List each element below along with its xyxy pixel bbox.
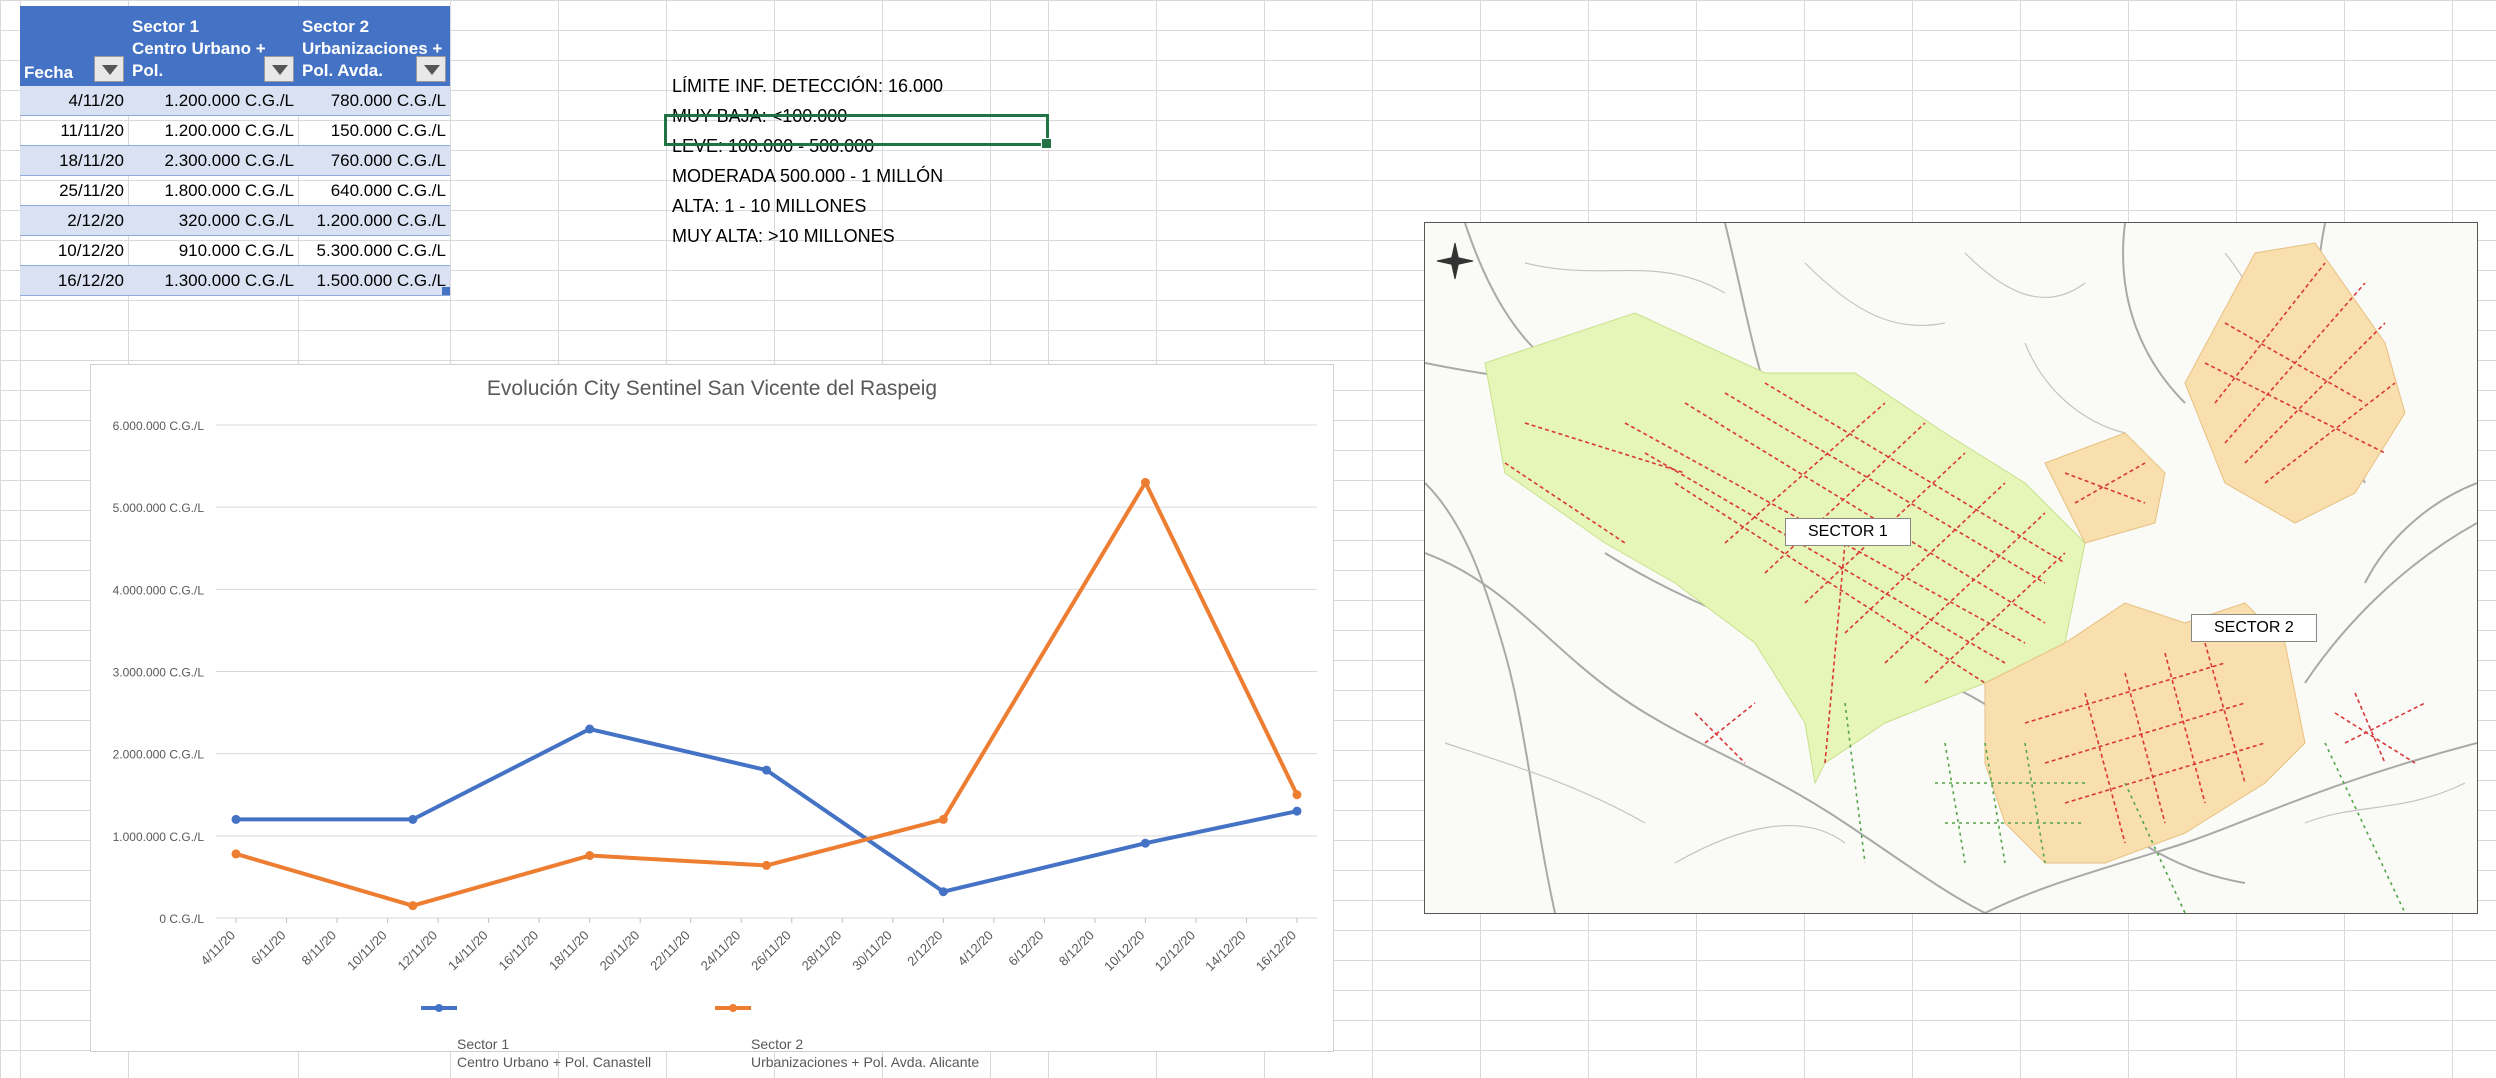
level-text[interactable]: MODERADA 500.000 - 1 MILLÓN: [672, 166, 944, 186]
data-point: [408, 901, 418, 911]
table-header: Fecha Sector 1 Centro Urbano + Pol. Cana…: [20, 6, 450, 86]
x-tick-label: 16/11/20: [496, 928, 542, 974]
table-cell-s1[interactable]: 910.000 C.G./L: [178, 241, 294, 260]
y-tick-label: 6.000.000 C.G./L: [113, 419, 205, 433]
table-row[interactable]: 25/11/20 1.800.000 C.G./L 640.000 C.G./L: [20, 176, 450, 206]
map-drawing: [1425, 223, 2477, 913]
x-tick-label: 8/12/20: [1056, 928, 1097, 969]
table-cell-s2[interactable]: 640.000 C.G./L: [330, 181, 446, 200]
table-resize-handle[interactable]: [442, 287, 450, 295]
table-cell-fecha[interactable]: 16/12/20: [57, 271, 124, 290]
table-cell-fecha[interactable]: 18/11/20: [59, 151, 124, 170]
filter-dropdown-button[interactable]: [264, 56, 294, 82]
sector2-label: SECTOR 2: [2191, 614, 2317, 642]
chart-title: Evolución City Sentinel San Vicente del …: [487, 377, 937, 400]
data-point: [231, 814, 241, 824]
table-row[interactable]: 11/11/20 1.200.000 C.G./L 150.000 C.G./L: [20, 116, 450, 146]
data-point: [1292, 790, 1302, 800]
line-chart[interactable]: Evolución City Sentinel San Vicente del …: [90, 364, 1334, 1070]
x-tick-label: 26/11/20: [748, 928, 794, 974]
legend-swatch-sector1: [421, 1004, 457, 1012]
y-tick-label: 0 C.G./L: [159, 912, 204, 926]
cell-selection[interactable]: [664, 114, 1052, 149]
table-cell-s2[interactable]: 760.000 C.G./L: [330, 151, 446, 170]
chart-canvas: Evolución City Sentinel San Vicente del …: [113, 377, 1317, 974]
level-text[interactable]: ALTA: 1 - 10 MILLONES: [672, 196, 867, 216]
x-tick-label: 30/11/20: [849, 928, 895, 974]
data-point: [762, 860, 771, 870]
header-sector1: Sector 1 Centro Urbano + Pol. Canastell: [128, 6, 298, 86]
x-tick-label: 24/11/20: [698, 928, 744, 974]
header-sector2: Sector 2 Urbanizaciones + Pol. Avda. Ali…: [298, 6, 450, 86]
data-point: [231, 849, 241, 859]
sector1-label: SECTOR 1: [1785, 518, 1911, 546]
x-tick-label: 2/12/20: [904, 928, 945, 969]
x-tick-label: 20/11/20: [597, 928, 643, 974]
table-cell-fecha[interactable]: 11/11/20: [60, 121, 124, 140]
table-cell-s2[interactable]: 5.300.000 C.G./L: [316, 241, 446, 260]
data-point: [1140, 478, 1150, 488]
table-row[interactable]: 4/11/20 1.200.000 C.G./L 780.000 C.G./L: [20, 86, 450, 116]
table-cell-s1[interactable]: 320.000 C.G./L: [178, 211, 294, 230]
table-cell-s1[interactable]: 1.300.000 C.G./L: [164, 271, 294, 290]
legend-item-sector1: Sector 1 Centro Urbano + Pol. Canastell: [421, 999, 651, 1071]
data-point: [1292, 806, 1302, 816]
legend-swatch-sector2: [715, 1004, 751, 1012]
x-tick-label: 4/11/20: [198, 928, 239, 969]
table-cell-fecha[interactable]: 4/11/20: [68, 91, 124, 110]
y-tick-label: 2.000.000 C.G./L: [113, 748, 205, 762]
y-tick-label: 1.000.000 C.G./L: [113, 830, 205, 844]
x-tick-label: 4/12/20: [955, 928, 996, 969]
compass-icon: [1436, 242, 1474, 280]
x-tick-label: 10/11/20: [344, 928, 390, 974]
x-tick-label: 16/12/20: [1253, 928, 1299, 974]
header-fecha: Fecha: [20, 6, 128, 86]
x-tick-label: 6/11/20: [248, 928, 289, 969]
level-text[interactable]: MUY ALTA: >10 MILLONES: [672, 226, 895, 246]
sector-map-image[interactable]: SECTOR 1 SECTOR 2: [1424, 222, 2478, 914]
table-row[interactable]: 16/12/20 1.300.000 C.G./L 1.500.000 C.G./L: [20, 266, 450, 296]
table-row[interactable]: 10/12/20 910.000 C.G./L 5.300.000 C.G./L: [20, 236, 450, 266]
data-table[interactable]: Fecha Sector 1 Centro Urbano + Pol. Cana…: [20, 6, 450, 296]
data-point: [585, 851, 595, 861]
series-line-2: [235, 480, 1299, 908]
x-tick-label: 18/11/20: [546, 928, 592, 974]
table-cell-fecha[interactable]: 2/12/20: [67, 211, 124, 230]
level-text[interactable]: LÍMITE INF. DETECCIÓN: 16.000: [672, 76, 944, 96]
x-tick-label: 22/11/20: [647, 928, 693, 974]
table-cell-s2[interactable]: 1.500.000 C.G./L: [316, 271, 446, 290]
table-cell-s1[interactable]: 1.200.000 C.G./L: [164, 91, 294, 110]
level-text[interactable]: LEVE: 100.000 - 500.000: [672, 136, 875, 156]
table-cell-s1[interactable]: 2.300.000 C.G./L: [164, 151, 294, 170]
data-point: [408, 814, 418, 824]
data-point: [762, 765, 771, 775]
table-cell-s1[interactable]: 1.200.000 C.G./L: [164, 121, 294, 140]
x-tick-label: 12/12/20: [1152, 928, 1198, 974]
x-tick-label: 10/12/20: [1101, 928, 1147, 974]
y-tick-label: 3.000.000 C.G./L: [113, 666, 205, 680]
y-tick-label: 4.000.000 C.G./L: [113, 583, 205, 597]
table-row[interactable]: 2/12/20 320.000 C.G./L 1.200.000 C.G./L: [20, 206, 450, 236]
data-point: [1140, 838, 1150, 848]
y-tick-label: 5.000.000 C.G./L: [113, 501, 205, 515]
x-tick-label: 6/12/20: [1005, 928, 1046, 969]
data-point: [938, 814, 948, 824]
filter-dropdown-button[interactable]: [416, 56, 446, 82]
table-cell-fecha[interactable]: 25/11/20: [59, 181, 124, 200]
x-tick-label: 8/11/20: [299, 928, 340, 969]
legend-item-sector2: Sector 2 Urbanizaciones + Pol. Avda. Ali…: [715, 999, 979, 1071]
x-tick-label: 14/11/20: [445, 928, 491, 974]
table-cell-s1[interactable]: 1.800.000 C.G./L: [164, 181, 294, 200]
table-cell-s2[interactable]: 780.000 C.G./L: [330, 91, 446, 110]
table-cell-s2[interactable]: 150.000 C.G./L: [330, 121, 446, 140]
table-cell-s2[interactable]: 1.200.000 C.G./L: [316, 211, 446, 230]
table-row[interactable]: 18/11/20 2.300.000 C.G./L 760.000 C.G./L: [20, 146, 450, 176]
data-point: [585, 724, 595, 734]
table-cell-fecha[interactable]: 10/12/20: [57, 241, 124, 260]
x-tick-label: 28/11/20: [799, 928, 845, 974]
x-tick-label: 12/11/20: [395, 928, 441, 974]
filter-dropdown-button[interactable]: [94, 56, 124, 82]
x-tick-label: 14/12/20: [1202, 928, 1248, 974]
data-point: [938, 887, 948, 897]
